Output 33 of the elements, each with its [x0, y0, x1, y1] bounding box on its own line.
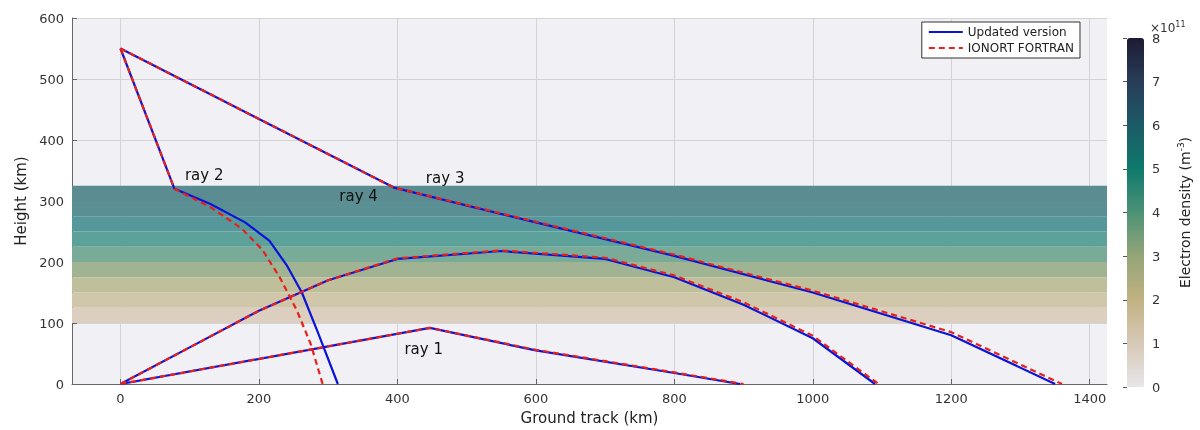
color-bar-label: 8	[1152, 30, 1161, 46]
y-tick-label: 0	[55, 376, 64, 392]
color-bar-label: 5	[1152, 161, 1161, 177]
y-tick-label: 400	[39, 132, 64, 148]
color-bar-label: 1	[1152, 335, 1161, 351]
annotation: ray 2	[184, 165, 224, 184]
y-tick-label: 200	[39, 254, 64, 270]
annotation: ray 3	[425, 169, 465, 188]
y-tick-label: 100	[39, 315, 64, 331]
y-tick-label: 500	[39, 71, 64, 87]
legend-label: IONORT FORTRAN	[967, 41, 1075, 55]
x-tick-label: 800	[661, 391, 687, 406]
x-tick-label: 1200	[934, 391, 968, 406]
y-tick-label: 600	[39, 10, 64, 26]
color-bar-label: 6	[1152, 117, 1161, 133]
color-bar-label: 0	[1152, 379, 1161, 395]
x-tick-label: 1000	[796, 391, 830, 406]
annotation: ray 1	[404, 339, 443, 358]
legend-label: Updated version	[967, 25, 1067, 39]
color-bar-label: 2	[1152, 292, 1161, 308]
x-tick-label: 600	[523, 391, 549, 406]
color-bar-label: 4	[1152, 205, 1161, 220]
y-axis-title: Height (km)	[11, 156, 30, 246]
x-tick-label: 0	[116, 391, 125, 406]
color-bar-title: Electron density (m-3)	[1175, 136, 1193, 289]
annotation: ray 4	[339, 186, 378, 205]
color-bar-label: 7	[1152, 74, 1161, 90]
color-bar-label: 3	[1152, 248, 1161, 264]
x-tick-label: 200	[246, 391, 272, 406]
x-axis-title: Ground track (km)	[520, 408, 659, 427]
x-tick-label: 1400	[1073, 391, 1107, 406]
x-tick-label: 400	[384, 391, 410, 406]
y-tick-label: 300	[39, 193, 64, 209]
